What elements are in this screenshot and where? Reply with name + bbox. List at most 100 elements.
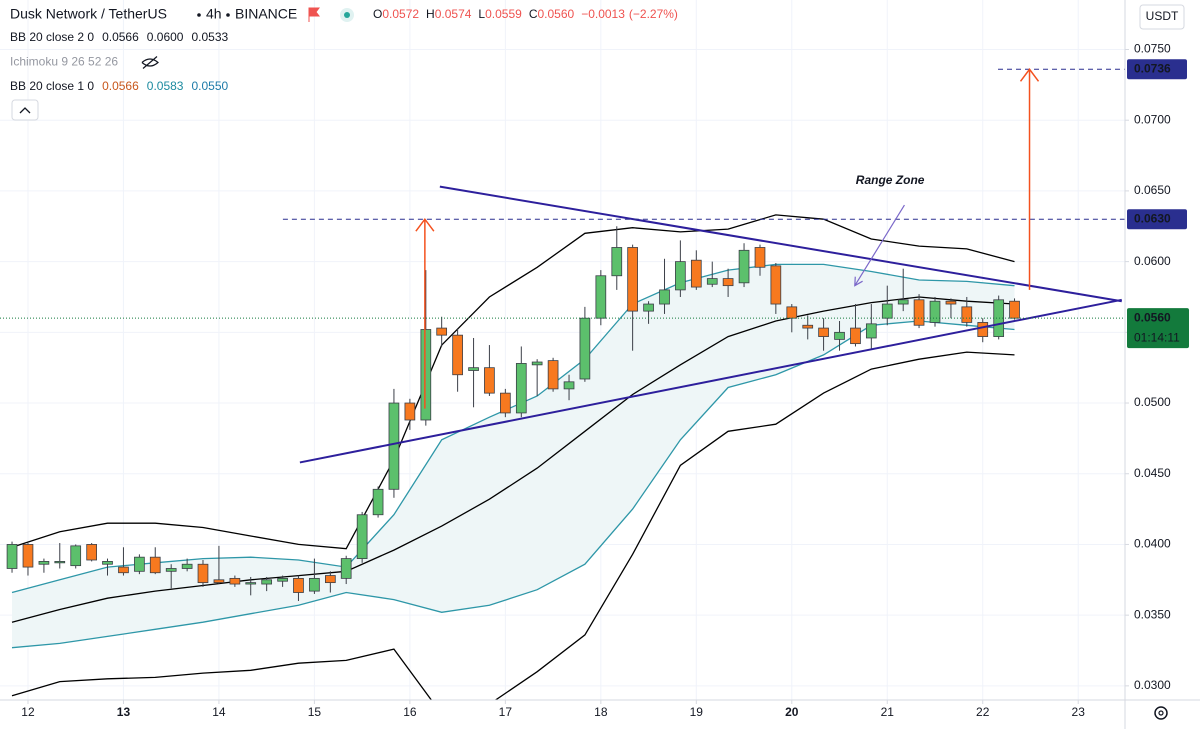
indicator-name: Ichimoku 9 26 52 26 [10, 55, 118, 69]
ohlc-key: H [426, 7, 435, 21]
gear [1154, 706, 1168, 720]
candle-body [102, 561, 113, 565]
axes: 0.0300 0.0350 0.0400 0.0450 0.0500 0.0550 0.06… [21, 42, 1189, 719]
x-tick-label: 17 [499, 705, 513, 719]
trendline [439, 185, 1122, 303]
y-tick-label: 0.0500 [1134, 395, 1171, 409]
x-tick-label: 23 [1072, 705, 1086, 719]
candle-body [945, 300, 957, 305]
candle-body [770, 265, 782, 305]
currency-button[interactable] [1139, 4, 1185, 30]
candle-body [134, 556, 145, 572]
candle-body [1009, 300, 1020, 319]
candle-body [929, 300, 941, 323]
y-tick-label: 0.0300 [1134, 678, 1171, 692]
candle-body [70, 545, 82, 567]
arrow-head [415, 217, 435, 232]
x-tick-label: 22 [976, 705, 990, 719]
last-price-tag [1127, 308, 1189, 349]
x-tick-label: 12 [21, 705, 35, 719]
candle-body [452, 334, 463, 376]
candle-body [197, 563, 209, 584]
candle-body [659, 289, 670, 305]
candle-body [484, 367, 495, 394]
x-tick-label: 20 [785, 705, 799, 719]
candle-body [500, 392, 511, 414]
change-pct: (−2.27%) [629, 7, 678, 21]
candle-body [786, 306, 798, 319]
settings-icon[interactable] [1154, 706, 1168, 720]
candle-body [547, 360, 559, 390]
candle-body [38, 561, 50, 565]
candle-body [372, 488, 384, 516]
chevron-icon [19, 107, 31, 114]
candle-body [181, 563, 193, 569]
ohlc-value: 0.0560 [537, 7, 574, 21]
candle-body [340, 558, 352, 579]
y-tick-label: 0.0400 [1134, 537, 1171, 551]
annotation-text: Range Zone [856, 173, 925, 187]
candle-body [754, 247, 766, 268]
status-dot [344, 12, 350, 18]
candle-body [515, 363, 527, 414]
band-line [11, 214, 1015, 550]
candle-body [54, 561, 66, 564]
candle-body [738, 249, 750, 284]
last-price-label: 0.0560 [1134, 310, 1171, 324]
indicator-name: BB 20 close 1 0 [10, 79, 94, 93]
arrow-head [1019, 68, 1040, 82]
candle-body [563, 381, 575, 390]
candle-body [293, 577, 304, 593]
candle-body [897, 299, 909, 305]
x-tick-label: 14 [212, 705, 226, 719]
candle-body [834, 331, 845, 340]
candle-body [595, 275, 607, 319]
band-line [11, 351, 1015, 700]
collapse-button[interactable] [11, 99, 39, 121]
plot-area: Range Zone [0, 68, 1125, 700]
candle-body [706, 278, 718, 285]
ohlc-key: C [529, 7, 538, 21]
y-tick-label: 0.0700 [1134, 112, 1171, 126]
hidden-eye-icon [141, 56, 159, 69]
candle-body [579, 317, 591, 380]
separator [197, 13, 201, 17]
candle-body [468, 367, 479, 371]
candle-body [818, 327, 829, 337]
candle-body [261, 579, 273, 585]
band-line [11, 296, 1015, 623]
candle-body [277, 577, 288, 582]
candle-body [213, 579, 225, 584]
candle-body [309, 577, 320, 592]
indicator-value: 0.0566 [102, 30, 139, 44]
candle-body [165, 568, 177, 572]
separator [226, 13, 230, 17]
gear-hub [1158, 710, 1164, 716]
exchange: BINANCE [235, 6, 297, 22]
candle-body [6, 544, 18, 569]
y-tick-label: 0.0600 [1134, 254, 1171, 268]
y-tick-label: 0.0750 [1134, 42, 1171, 56]
y-tick-label: 0.0450 [1134, 466, 1171, 480]
candle-body [229, 577, 241, 585]
candle-body [356, 514, 368, 559]
flag-icon[interactable] [308, 7, 320, 22]
ohlc-value: 0.0574 [435, 7, 472, 21]
y-tick-label: 0.0650 [1134, 183, 1171, 197]
indicator-name: BB 20 close 2 0 [10, 30, 94, 44]
interval[interactable]: 4h [206, 6, 222, 22]
candle-body [865, 323, 877, 339]
x-tick-label: 18 [594, 705, 608, 719]
symbol[interactable]: Dusk Network / TetherUS [10, 6, 167, 22]
candle-body [325, 575, 336, 584]
indicator-value: 0.0533 [191, 30, 228, 44]
candle-body [643, 303, 654, 312]
grid [0, 0, 1125, 700]
candle-body [611, 247, 623, 277]
candle-body [22, 544, 34, 568]
candle-body [420, 329, 432, 421]
candle-body [881, 303, 893, 319]
indicator-value: 0.0550 [191, 79, 228, 93]
candle-body [977, 322, 989, 337]
